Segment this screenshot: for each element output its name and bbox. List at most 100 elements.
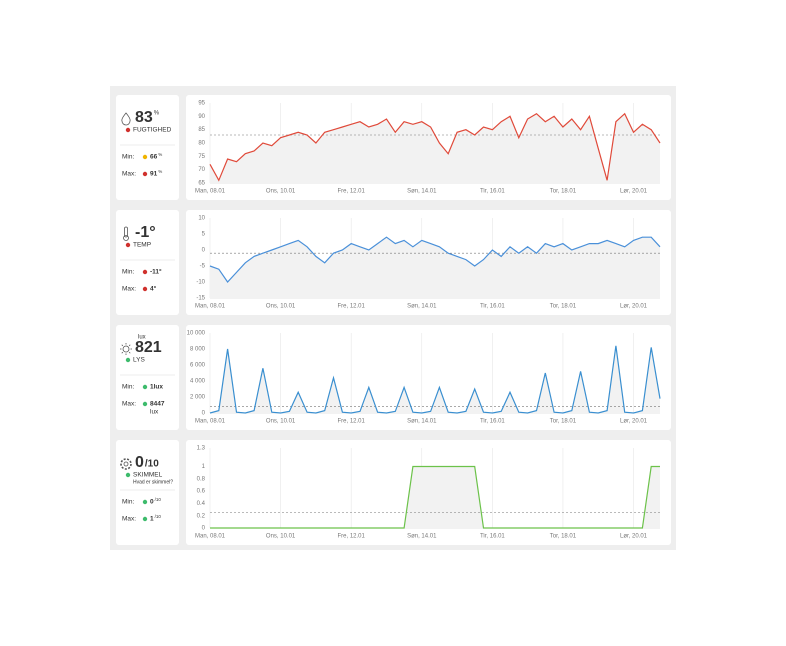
min-value: 0 bbox=[150, 499, 154, 506]
x-tick-label: Man, 08.01 bbox=[195, 189, 226, 195]
side-card bbox=[116, 325, 179, 430]
y-tick-label: 2 000 bbox=[190, 395, 206, 401]
line bbox=[209, 236, 661, 283]
help-link: Hvad er skimmel? bbox=[133, 479, 173, 485]
x-tick-label: Lør, 20.01 bbox=[620, 534, 648, 540]
x-tick-label: Tor, 18.01 bbox=[550, 419, 577, 425]
y-tick-label: 6 000 bbox=[190, 363, 206, 369]
status-dot bbox=[125, 357, 131, 363]
x-tick-label: Ons, 10.01 bbox=[266, 534, 296, 540]
y-tick-label: 0 bbox=[202, 411, 206, 417]
y-tick-label: 0.2 bbox=[197, 513, 206, 519]
area bbox=[210, 345, 660, 413]
value-unit: lux bbox=[138, 335, 146, 341]
icon bbox=[121, 344, 124, 347]
y-tick-label: 1.3 bbox=[197, 446, 206, 452]
max-value: 8447 bbox=[150, 401, 165, 408]
min-value: 1lux bbox=[150, 384, 163, 391]
y-tick-label: 70 bbox=[198, 167, 205, 173]
y-tick-label: 1 bbox=[202, 464, 206, 470]
x-tick-label: Tir, 16.01 bbox=[480, 534, 505, 540]
x-tick-label: Tor, 18.01 bbox=[550, 189, 577, 195]
min-label: Min: bbox=[122, 269, 134, 276]
chart-card bbox=[186, 325, 671, 430]
max-dot bbox=[142, 171, 148, 177]
x-tick-label: Tir, 16.01 bbox=[480, 304, 505, 310]
x-tick-label: Man, 08.01 bbox=[195, 419, 226, 425]
x-tick-label: Ons, 10.01 bbox=[266, 304, 296, 310]
y-tick-label: 80 bbox=[198, 141, 205, 147]
status-dot bbox=[125, 242, 131, 248]
x-tick-label: Ons, 10.01 bbox=[266, 419, 296, 425]
line bbox=[210, 465, 660, 529]
max-value: 4° bbox=[150, 285, 157, 293]
status-dot bbox=[125, 472, 131, 478]
side-card bbox=[116, 95, 179, 200]
x-tick-label: Tor, 18.01 bbox=[550, 304, 577, 310]
y-tick-label: 4 000 bbox=[190, 379, 206, 385]
side-card bbox=[116, 440, 179, 545]
sensor-label: LYS bbox=[133, 357, 145, 364]
x-tick-label: Lør, 20.01 bbox=[620, 304, 648, 310]
icon bbox=[123, 461, 129, 467]
x-tick-label: Tir, 16.01 bbox=[480, 189, 505, 195]
area bbox=[210, 113, 660, 183]
icon bbox=[120, 458, 132, 470]
max-dot bbox=[142, 286, 148, 292]
value-unit: % bbox=[154, 111, 160, 117]
max-dot bbox=[142, 401, 148, 407]
sensor-label: TEMP bbox=[133, 242, 151, 249]
min-label: Min: bbox=[122, 384, 134, 391]
min-dot bbox=[142, 269, 148, 275]
y-tick-label: 0.8 bbox=[197, 476, 206, 482]
y-tick-label: -5 bbox=[200, 264, 206, 270]
min-value: 66 bbox=[150, 154, 158, 161]
y-tick-label: 90 bbox=[198, 114, 205, 120]
x-tick-label: Søn, 14.01 bbox=[407, 189, 437, 195]
y-tick-label: -10 bbox=[196, 280, 205, 286]
y-tick-label: 0.4 bbox=[197, 501, 206, 507]
side-card bbox=[116, 210, 179, 315]
y-tick-label: 8 000 bbox=[190, 347, 206, 353]
min-dot bbox=[142, 384, 148, 390]
max-dot bbox=[142, 516, 148, 522]
y-tick-label: 75 bbox=[198, 154, 205, 160]
y-tick-label: 10 000 bbox=[187, 331, 206, 337]
x-tick-label: Tor, 18.01 bbox=[550, 534, 577, 540]
x-tick-label: Lør, 20.01 bbox=[620, 189, 648, 195]
max-label: Max: bbox=[122, 401, 136, 408]
status-dot bbox=[125, 127, 131, 133]
value: -1° bbox=[135, 224, 156, 241]
max-value: 1 bbox=[150, 516, 154, 523]
max-label: Max: bbox=[122, 171, 136, 178]
value-unit: /10 bbox=[145, 459, 159, 470]
x-tick-label: Lør, 20.01 bbox=[620, 419, 648, 425]
icon bbox=[128, 351, 131, 354]
x-tick-label: Man, 08.01 bbox=[195, 534, 226, 540]
value: 821 bbox=[135, 339, 162, 356]
icon bbox=[122, 345, 130, 353]
min-value: -11° bbox=[150, 268, 162, 276]
y-tick-label: 5 bbox=[202, 232, 206, 238]
min-label: Min: bbox=[122, 499, 134, 506]
area bbox=[210, 466, 660, 528]
y-tick-label: 0 bbox=[202, 526, 206, 532]
value: 0 bbox=[135, 454, 144, 471]
max-unit: lux bbox=[150, 409, 159, 416]
icon bbox=[121, 112, 131, 126]
y-tick-label: 10 bbox=[198, 216, 205, 222]
max-label: Max: bbox=[122, 286, 136, 293]
y-tick-label: -15 bbox=[196, 296, 205, 302]
x-tick-label: Tir, 16.01 bbox=[480, 419, 505, 425]
sensor-label: SKIMMEL bbox=[133, 472, 163, 479]
y-tick-label: 95 bbox=[198, 101, 205, 107]
max-label: Max: bbox=[122, 516, 136, 523]
icon bbox=[121, 351, 124, 354]
icon bbox=[123, 235, 129, 241]
value: 83 bbox=[135, 109, 153, 126]
min-label: Min: bbox=[122, 154, 134, 161]
sensor-label: FUGTIGHED bbox=[133, 127, 172, 134]
min-dot bbox=[142, 154, 148, 160]
min-unit: % bbox=[158, 152, 162, 157]
